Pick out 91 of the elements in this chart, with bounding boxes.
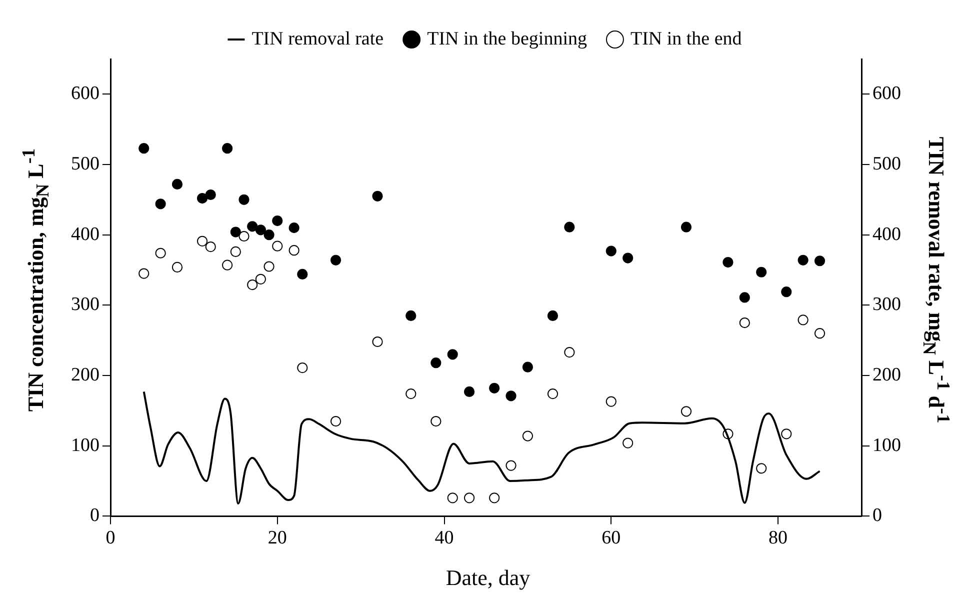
point	[247, 279, 258, 290]
y-tick-label: 600	[71, 83, 100, 104]
point	[489, 492, 500, 504]
legend-label: TIN in the end	[630, 28, 742, 50]
point	[297, 268, 308, 280]
point	[238, 230, 250, 242]
line-series	[142, 390, 821, 505]
point	[447, 349, 458, 360]
point	[330, 416, 342, 427]
point	[288, 245, 300, 256]
point	[756, 266, 767, 278]
point	[155, 198, 166, 210]
y2-tick-label: 200	[872, 364, 901, 386]
point	[506, 390, 516, 402]
point	[464, 492, 475, 504]
point	[756, 463, 767, 474]
point	[622, 438, 634, 448]
point	[814, 328, 826, 339]
point	[547, 388, 558, 400]
point	[680, 406, 692, 417]
point	[430, 416, 442, 427]
point	[798, 254, 808, 266]
point	[230, 246, 241, 258]
point	[372, 336, 383, 348]
x-tick-label: 60	[602, 528, 621, 549]
x-tick-label: 0	[106, 528, 116, 549]
point	[739, 317, 750, 328]
point	[522, 430, 534, 442]
point	[222, 143, 233, 154]
legend-label: TIN in the beginning	[427, 28, 588, 50]
point	[781, 428, 792, 440]
y-tick-label: 0	[90, 505, 100, 526]
point	[606, 246, 616, 256]
legend-label: TIN removal rate	[252, 28, 384, 50]
y2-tick-label: 600	[872, 83, 901, 104]
point	[564, 347, 575, 358]
point	[172, 178, 183, 190]
point	[138, 268, 150, 279]
point	[564, 222, 575, 232]
y-tick-label: 300	[71, 294, 100, 316]
point	[506, 460, 516, 471]
point	[814, 256, 826, 266]
point	[739, 292, 750, 303]
point	[230, 226, 241, 238]
point	[138, 143, 150, 154]
point	[196, 192, 208, 204]
point	[255, 274, 266, 284]
point	[205, 189, 216, 200]
point	[222, 260, 233, 270]
point	[172, 262, 183, 272]
y2-tick-label: 400	[872, 224, 901, 245]
point	[288, 222, 300, 234]
point	[238, 194, 250, 205]
y2-tick-label: 500	[872, 153, 901, 174]
point	[272, 215, 283, 226]
point	[606, 396, 616, 407]
point	[464, 386, 475, 397]
y-tick-label: 400	[71, 224, 100, 245]
point	[264, 261, 274, 272]
y-tick-label: 500	[71, 153, 100, 174]
point	[372, 190, 383, 202]
y2-tick-label: 0	[872, 505, 882, 526]
point	[781, 286, 792, 298]
y2-tick-label: 300	[872, 294, 901, 316]
point	[406, 310, 416, 322]
point	[430, 358, 442, 368]
point	[447, 492, 458, 504]
point	[330, 254, 342, 266]
point	[272, 240, 283, 252]
point	[622, 252, 634, 264]
point	[155, 248, 166, 258]
point	[722, 256, 734, 268]
point	[205, 242, 216, 252]
point	[196, 236, 208, 246]
point	[798, 314, 808, 326]
x-tick-label: 80	[768, 528, 788, 549]
y-tick-label: 100	[71, 434, 100, 456]
point	[247, 221, 258, 232]
point	[522, 362, 534, 372]
y2-tick-label: 100	[872, 434, 901, 456]
point	[680, 222, 692, 232]
x-tick-label: 20	[268, 528, 287, 549]
y-tick-label: 200	[71, 364, 100, 386]
point	[489, 382, 500, 394]
x-tick-label: 40	[434, 528, 454, 549]
point	[264, 230, 274, 240]
point	[297, 362, 308, 374]
point	[255, 224, 266, 236]
point	[406, 388, 416, 400]
x-axis-title: Date, day	[446, 565, 530, 591]
point	[547, 310, 558, 322]
